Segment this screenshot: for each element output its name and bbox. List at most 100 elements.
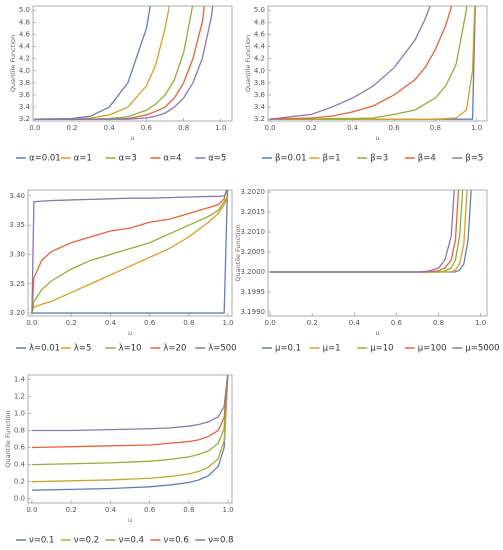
x-tick-label: 0.6 (144, 319, 156, 327)
x-axis-label: u (375, 329, 379, 337)
x-axis-label: u (130, 134, 134, 142)
x-tick-label: 0.0 (265, 319, 276, 327)
x-tick-label: 0.6 (388, 124, 400, 132)
y-tick-label: 3.1995 (241, 288, 266, 296)
series-line (34, 6, 205, 120)
legend-label: α=3 (119, 154, 137, 164)
series-line (31, 375, 229, 491)
series-line (31, 375, 229, 449)
y-tick-label: 1.0 (14, 409, 25, 417)
y-tick-label: 4.0 (19, 67, 30, 75)
y-tick-label: 3.6 (19, 91, 31, 99)
series-line (31, 375, 229, 466)
series-line (270, 190, 472, 273)
y-tick-label: 3.2020 (241, 188, 266, 196)
plot-frame (267, 5, 488, 122)
series-line (270, 6, 476, 120)
x-tick-label: 0.2 (306, 124, 317, 132)
y-tick-label: 0.4 (14, 461, 26, 469)
legend-label: λ=500 (208, 344, 236, 354)
series-line (31, 375, 229, 432)
series-line (34, 6, 171, 120)
plot-frame (27, 189, 233, 317)
series-line (31, 190, 229, 314)
y-tick-label: 3.2 (254, 115, 265, 123)
y-tick-label: 4.4 (254, 43, 266, 51)
x-tick-label: 1.0 (475, 319, 486, 327)
y-tick-label: 3.30 (9, 250, 25, 258)
x-axis-label: u (128, 516, 132, 524)
series-line (31, 190, 228, 314)
x-tick-label: 0.6 (141, 124, 153, 132)
y-tick-label: 3.35 (9, 221, 25, 229)
y-tick-label: 3.8 (254, 79, 265, 87)
legend-label: β=4 (418, 154, 436, 164)
y-tick-label: 3.20 (9, 309, 25, 317)
y-tick-label: 5.0 (254, 6, 265, 14)
y-tick-label: 1.2 (14, 392, 25, 400)
legend-label: μ=0.1 (275, 344, 301, 354)
x-tick-label: 0.6 (391, 319, 403, 327)
legend-label: λ=20 (163, 344, 186, 354)
series-line (270, 6, 453, 120)
legend-label: β=3 (370, 154, 388, 164)
series-line (269, 6, 431, 120)
x-tick-label: 0.2 (66, 506, 77, 514)
series-line (270, 190, 460, 273)
x-tick-label: 0.0 (264, 124, 275, 132)
x-tick-label: 0.4 (349, 319, 361, 327)
legend-label: λ=10 (119, 344, 142, 354)
lines (270, 190, 472, 273)
y-axis-label: Quantile Function (4, 410, 12, 467)
x-tick-label: 0.6 (144, 506, 156, 514)
series-line (270, 190, 468, 273)
y-tick-label: 3.2015 (241, 208, 266, 216)
x-tick-label: 0.8 (433, 319, 444, 327)
y-tick-label: 4.2 (254, 55, 265, 63)
x-tick-label: 0.2 (66, 124, 77, 132)
x-tick-label: 0.8 (178, 124, 189, 132)
x-tick-label: 1.0 (223, 506, 234, 514)
y-tick-label: 4.6 (19, 30, 31, 38)
lines (31, 190, 229, 314)
y-tick-label: 3.25 (9, 280, 25, 288)
y-tick-label: 3.8 (19, 79, 30, 87)
y-tick-label: 4.8 (254, 18, 265, 26)
legend-label: β=0.01 (275, 154, 306, 164)
y-tick-label: 1.4 (14, 375, 26, 383)
x-tick-label: 0.0 (26, 506, 37, 514)
series-line (34, 6, 194, 120)
y-tick-label: 0.2 (14, 478, 25, 486)
y-tick-label: 4.0 (254, 67, 265, 75)
x-tick-label: 0.2 (66, 319, 77, 327)
legend-label: λ=0.01 (29, 344, 60, 354)
series-line (270, 190, 464, 273)
y-axis-label: Quantile Function (244, 35, 252, 92)
legend-label: β=5 (465, 154, 483, 164)
y-tick-label: 3.6 (254, 91, 266, 99)
series-line (31, 195, 229, 314)
lines (269, 6, 476, 120)
series-line (270, 6, 476, 120)
y-axis-label: Quantile Function (9, 35, 17, 92)
plot-frame (32, 5, 233, 122)
y-tick-label: 3.4 (254, 103, 266, 111)
legend-label: ν=0.1 (29, 536, 54, 546)
y-tick-label: 3.2000 (241, 268, 266, 276)
y-tick-label: 4.2 (19, 55, 30, 63)
legend-label: α=5 (208, 154, 226, 164)
legend-label: ν=0.6 (163, 536, 188, 546)
legend-label: ν=0.8 (208, 536, 233, 546)
plot-frame (267, 189, 488, 317)
y-tick-label: 3.2010 (241, 228, 266, 236)
y-tick-label: 4.4 (19, 43, 31, 51)
series-line (34, 6, 151, 120)
y-tick-label: 3.1990 (241, 308, 266, 316)
y-tick-label: 3.4 (19, 103, 31, 111)
x-tick-label: 0.0 (29, 124, 40, 132)
y-axis-label: Quantile Function (234, 224, 242, 281)
y-tick-label: 3.40 (9, 192, 25, 200)
legend-label: ν=0.4 (119, 536, 144, 546)
legend-label: α=0.01 (29, 154, 61, 164)
